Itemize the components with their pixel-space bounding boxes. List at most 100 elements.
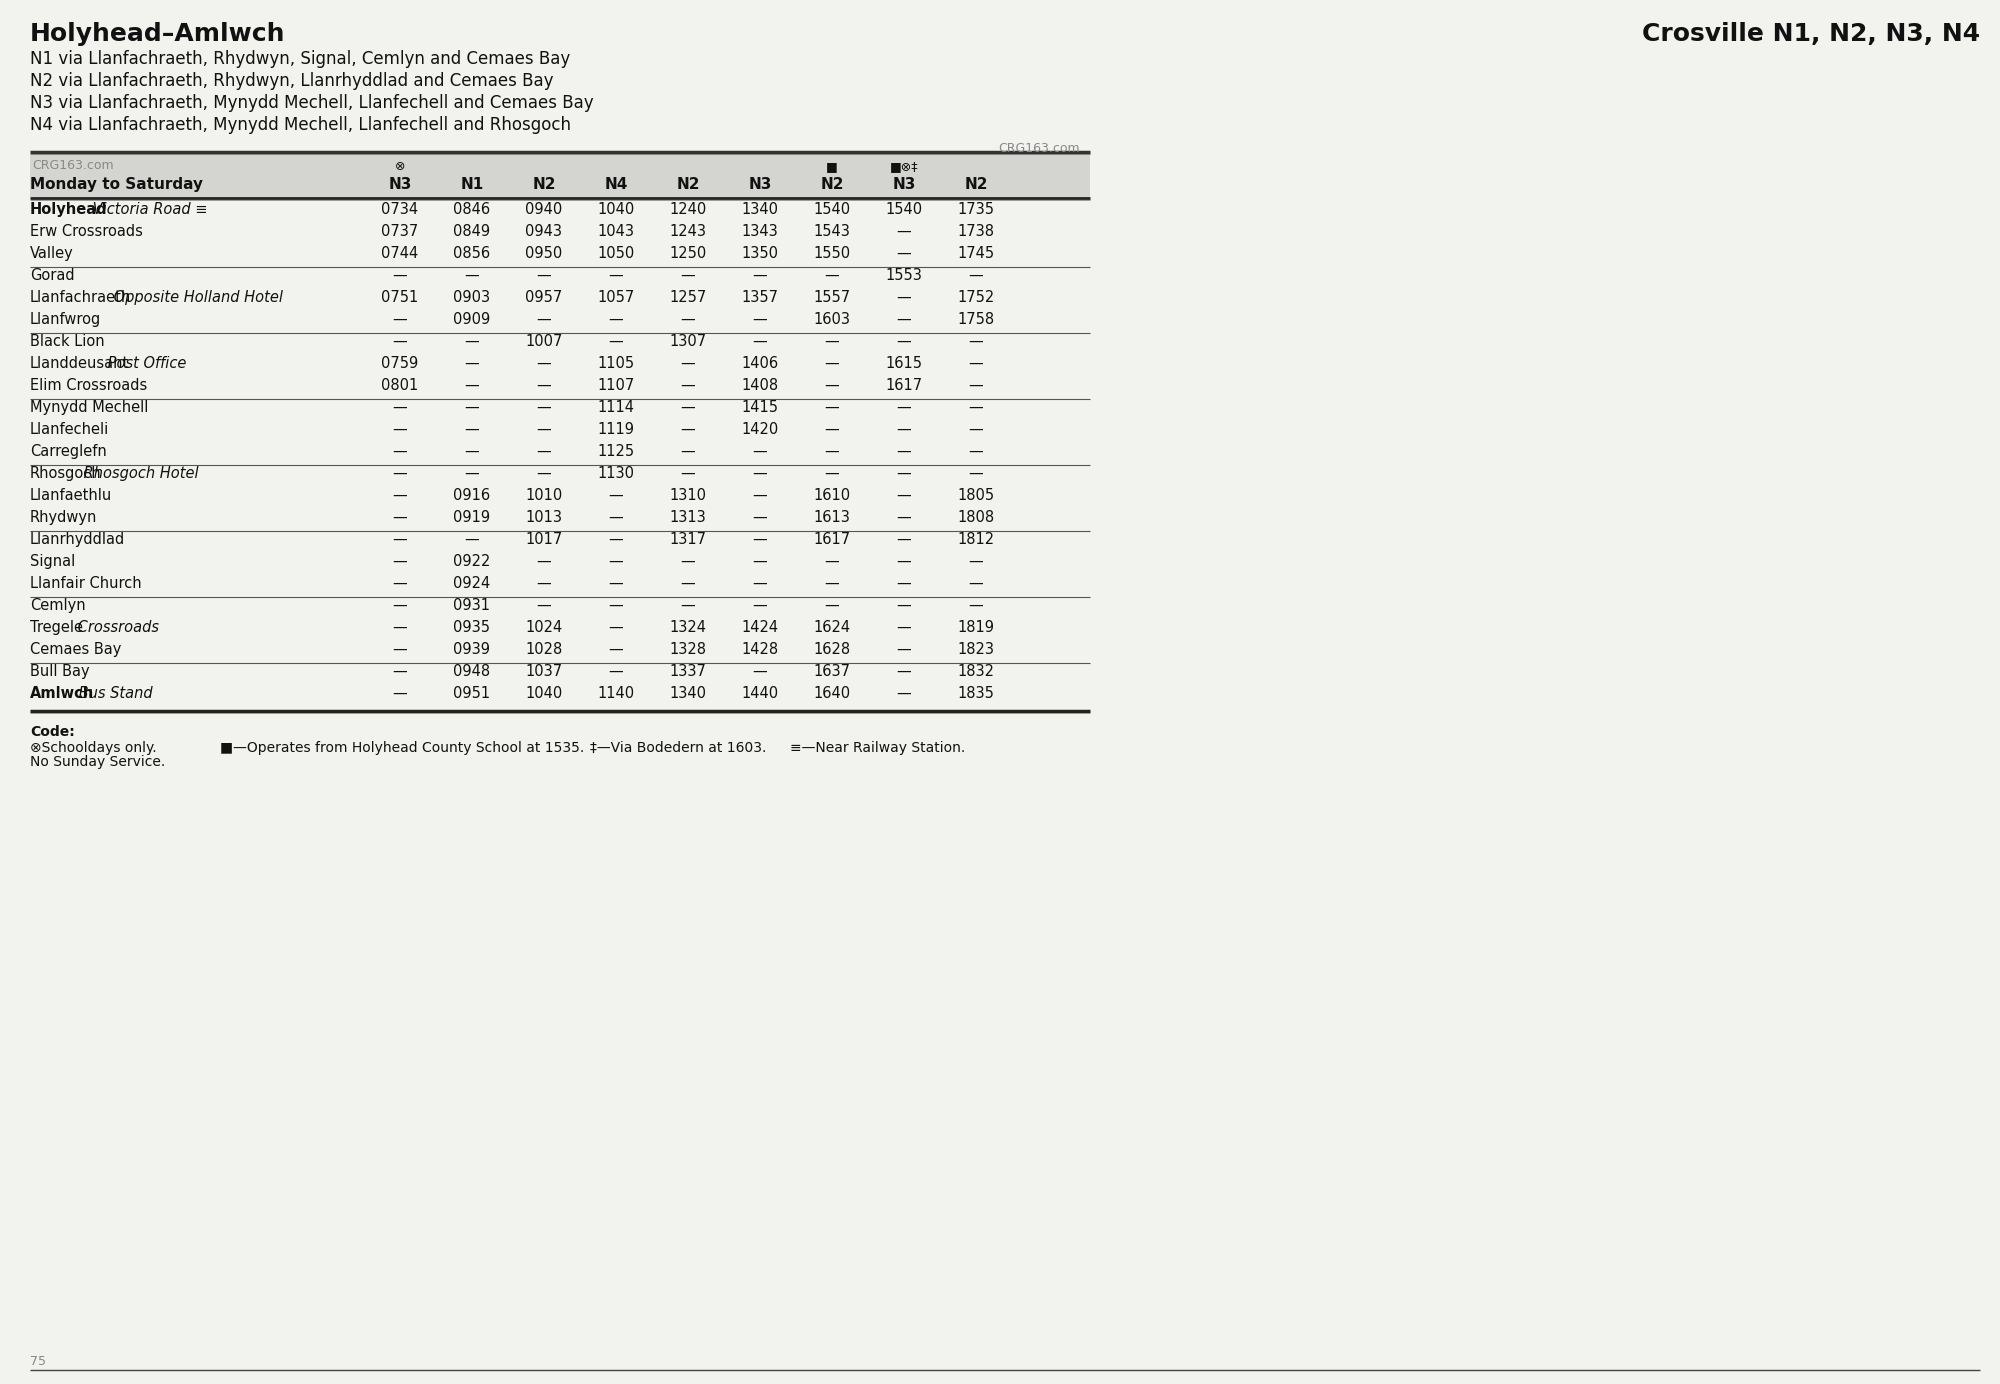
Text: —: — — [896, 311, 912, 327]
Text: —: — — [608, 554, 624, 569]
Text: N4 via Llanfachraeth, Mynydd Mechell, Llanfechell and Rhosgoch: N4 via Llanfachraeth, Mynydd Mechell, Ll… — [30, 116, 572, 134]
Text: —: — — [392, 400, 408, 415]
Text: CRG163.com: CRG163.com — [998, 143, 1080, 155]
Text: 1050: 1050 — [598, 246, 634, 262]
Text: —: — — [608, 642, 624, 657]
Text: 1007: 1007 — [526, 334, 562, 349]
Text: 1107: 1107 — [598, 378, 634, 393]
Text: —: — — [896, 422, 912, 437]
Text: —: — — [896, 509, 912, 525]
Text: 1758: 1758 — [958, 311, 994, 327]
Text: —: — — [536, 576, 552, 591]
Text: 1835: 1835 — [958, 686, 994, 702]
Text: —: — — [536, 598, 552, 613]
Text: —: — — [392, 686, 408, 702]
Text: —: — — [680, 466, 696, 482]
Text: 1540: 1540 — [886, 202, 922, 217]
Text: 1543: 1543 — [814, 224, 850, 239]
Text: 1040: 1040 — [526, 686, 562, 702]
Text: N2: N2 — [964, 177, 988, 192]
Text: 0935: 0935 — [454, 620, 490, 635]
Text: Elim Crossroads: Elim Crossroads — [30, 378, 148, 393]
Text: Llanfair Church: Llanfair Church — [30, 576, 142, 591]
Text: —: — — [608, 598, 624, 613]
Text: —: — — [752, 509, 768, 525]
Text: —: — — [752, 334, 768, 349]
Text: Erw Crossroads: Erw Crossroads — [30, 224, 142, 239]
Text: —: — — [392, 334, 408, 349]
Text: —: — — [752, 531, 768, 547]
Text: —: — — [896, 334, 912, 349]
Text: 1557: 1557 — [814, 291, 850, 304]
Text: 1637: 1637 — [814, 664, 850, 680]
Text: Llanrhyddlad: Llanrhyddlad — [30, 531, 126, 547]
Text: Cemlyn: Cemlyn — [30, 598, 86, 613]
Text: 1307: 1307 — [670, 334, 706, 349]
Text: Cemaes Bay: Cemaes Bay — [30, 642, 122, 657]
Text: 1420: 1420 — [742, 422, 778, 437]
Text: 0751: 0751 — [382, 291, 418, 304]
Text: —: — — [536, 444, 552, 459]
Text: —: — — [680, 400, 696, 415]
Text: N2: N2 — [676, 177, 700, 192]
Text: —: — — [392, 489, 408, 502]
Text: —: — — [752, 598, 768, 613]
Text: N2 via Llanfachraeth, Rhydwyn, Llanrhyddlad and Cemaes Bay: N2 via Llanfachraeth, Rhydwyn, Llanrhydd… — [30, 72, 554, 90]
Text: 1553: 1553 — [886, 268, 922, 282]
Text: —: — — [392, 531, 408, 547]
Text: —: — — [896, 224, 912, 239]
Text: 1812: 1812 — [958, 531, 994, 547]
Text: —: — — [392, 268, 408, 282]
Text: 0903: 0903 — [454, 291, 490, 304]
Text: 1340: 1340 — [670, 686, 706, 702]
Text: —: — — [896, 620, 912, 635]
Text: ■: ■ — [826, 161, 838, 173]
Text: —: — — [824, 378, 840, 393]
Text: 1119: 1119 — [598, 422, 634, 437]
Text: 0737: 0737 — [382, 224, 418, 239]
Text: 1057: 1057 — [598, 291, 634, 304]
Text: 0943: 0943 — [526, 224, 562, 239]
Text: Llanfachraeth: Llanfachraeth — [30, 291, 132, 304]
Text: —: — — [680, 268, 696, 282]
Text: 0939: 0939 — [454, 642, 490, 657]
Text: ⊗Schooldays only.: ⊗Schooldays only. — [30, 740, 156, 756]
Text: Llanfecheli: Llanfecheli — [30, 422, 110, 437]
Text: 1603: 1603 — [814, 311, 850, 327]
Text: —: — — [896, 642, 912, 657]
Text: —: — — [680, 356, 696, 371]
Text: —: — — [752, 664, 768, 680]
Text: Valley: Valley — [30, 246, 74, 262]
Text: 1805: 1805 — [958, 489, 994, 502]
Text: —: — — [896, 466, 912, 482]
Text: —: — — [464, 400, 480, 415]
Text: —: — — [392, 444, 408, 459]
Text: 1808: 1808 — [958, 509, 994, 525]
Text: 1337: 1337 — [670, 664, 706, 680]
Text: 0951: 0951 — [454, 686, 490, 702]
Text: —: — — [824, 334, 840, 349]
Text: 1752: 1752 — [958, 291, 994, 304]
Text: 1610: 1610 — [814, 489, 850, 502]
Text: 1140: 1140 — [598, 686, 634, 702]
Text: 0801: 0801 — [382, 378, 418, 393]
Text: 1037: 1037 — [526, 664, 562, 680]
Text: ■⊗‡: ■⊗‡ — [890, 161, 918, 173]
Text: 1640: 1640 — [814, 686, 850, 702]
Text: —: — — [608, 268, 624, 282]
Text: 0940: 0940 — [526, 202, 562, 217]
Text: 1250: 1250 — [670, 246, 706, 262]
Text: 0846: 0846 — [454, 202, 490, 217]
Text: 1010: 1010 — [526, 489, 562, 502]
Text: —: — — [464, 334, 480, 349]
Text: Amlwch: Amlwch — [30, 686, 94, 702]
Text: —: — — [464, 422, 480, 437]
Text: —: — — [392, 598, 408, 613]
Text: N3: N3 — [388, 177, 412, 192]
Text: —: — — [896, 531, 912, 547]
Text: —: — — [536, 554, 552, 569]
Text: 0916: 0916 — [454, 489, 490, 502]
Text: 1628: 1628 — [814, 642, 850, 657]
Text: —: — — [896, 598, 912, 613]
Text: N1: N1 — [460, 177, 484, 192]
